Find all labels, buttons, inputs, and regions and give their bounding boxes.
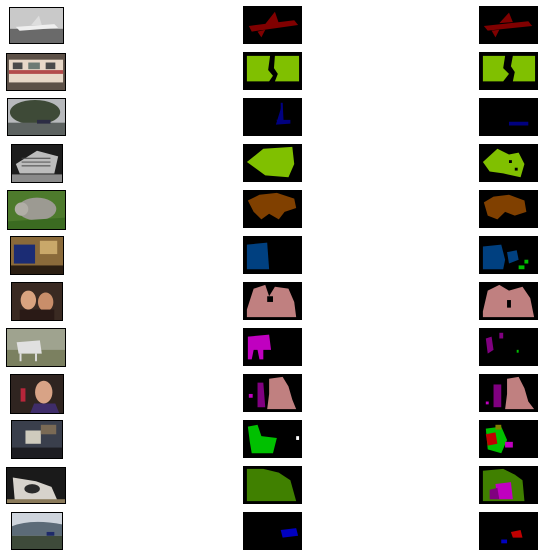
input-image-horse	[6, 328, 66, 367]
predicted-mask-cat	[479, 190, 538, 228]
ground-truth-mask-airplane	[243, 6, 302, 44]
ground-truth-mask-train-bw	[243, 144, 302, 182]
predicted-mask-car	[479, 512, 538, 550]
ground-truth-mask-train	[243, 52, 302, 90]
predicted-mask-tvmonitor	[479, 236, 538, 274]
input-image-dog	[6, 467, 66, 504]
input-image-woman	[10, 374, 64, 414]
predicted-mask-train-bw	[479, 144, 538, 182]
input-image-train-bw	[11, 144, 63, 183]
ground-truth-mask-dog	[243, 466, 302, 504]
predicted-mask-woman	[479, 374, 538, 412]
predicted-mask-train	[479, 52, 538, 90]
input-image-train	[6, 53, 66, 91]
predicted-mask-dog	[479, 466, 538, 504]
ground-truth-mask-people	[243, 282, 302, 320]
ground-truth-mask-cat	[243, 190, 302, 228]
input-image-people	[11, 282, 63, 321]
input-image-car	[11, 512, 63, 550]
input-image-chair	[11, 420, 63, 459]
input-image-airplane	[9, 7, 64, 44]
predicted-mask-chair	[479, 420, 538, 458]
ground-truth-mask-horse	[243, 328, 302, 366]
predicted-mask-people	[479, 282, 538, 320]
ground-truth-mask-chair	[243, 420, 302, 458]
predicted-mask-horse	[479, 328, 538, 366]
ground-truth-mask-tvmonitor	[243, 236, 302, 274]
predicted-mask-airplane	[479, 6, 538, 44]
ground-truth-mask-woman	[243, 374, 302, 412]
input-image-tvmonitor	[10, 236, 64, 275]
ground-truth-mask-boat	[243, 98, 302, 136]
predicted-mask-boat	[479, 98, 538, 136]
input-image-cat	[7, 190, 66, 230]
ground-truth-mask-car	[243, 512, 302, 550]
input-image-boat	[7, 98, 66, 136]
